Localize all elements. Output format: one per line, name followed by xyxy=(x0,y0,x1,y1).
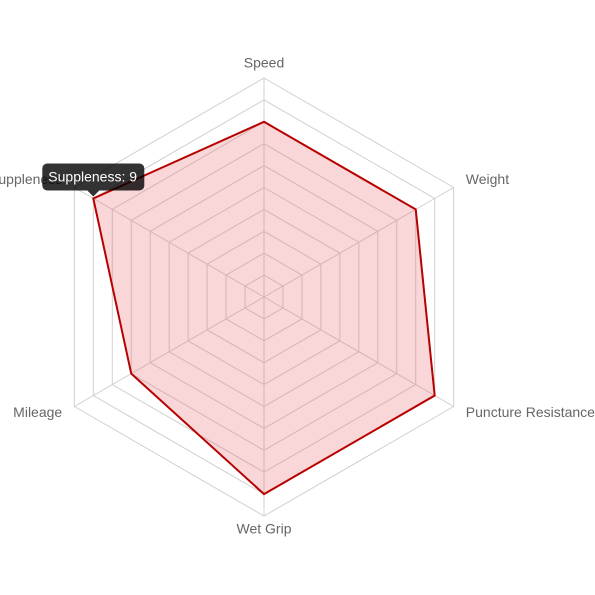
point-label: Weight xyxy=(466,171,509,187)
point-label: Puncture Resistance xyxy=(466,404,595,420)
tooltip-box xyxy=(42,163,145,191)
angle-line xyxy=(74,187,265,298)
angle-line xyxy=(74,296,265,407)
angle-line xyxy=(263,296,454,407)
angle-line xyxy=(263,187,454,298)
series-area xyxy=(92,120,436,496)
point-label: Speed xyxy=(244,55,284,71)
point-label: Wet Grip xyxy=(237,521,292,537)
tooltip-caret xyxy=(87,190,100,197)
tooltip-text: Suppleness: 9 xyxy=(48,169,137,185)
tooltip: Suppleness: 9 xyxy=(42,163,145,197)
point-label: Mileage xyxy=(13,404,62,420)
